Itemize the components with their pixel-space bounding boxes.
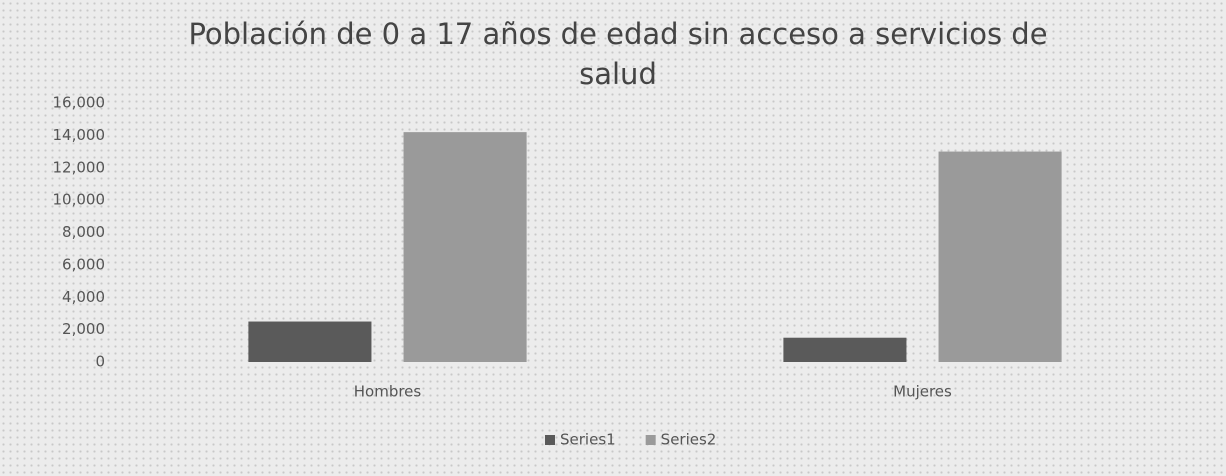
legend-swatch — [646, 435, 656, 445]
y-tick-label: 12,000 — [53, 158, 106, 176]
y-tick-label: 6,000 — [62, 255, 105, 273]
x-tick-label: Mujeres — [893, 383, 952, 401]
legend-swatch — [545, 435, 555, 445]
bar — [404, 132, 527, 362]
bar — [939, 152, 1062, 362]
y-tick-label: 10,000 — [53, 191, 106, 209]
page: Población de 0 a 17 años de edad sin acc… — [0, 0, 1226, 476]
y-tick-label: 14,000 — [53, 126, 106, 144]
x-tick-label: Hombres — [354, 383, 422, 401]
legend-label: Series1 — [560, 431, 616, 449]
legend-label: Series2 — [661, 431, 717, 449]
y-tick-label: 2,000 — [62, 320, 105, 338]
y-tick-label: 4,000 — [62, 288, 105, 306]
bar — [248, 322, 371, 362]
y-tick-label: 0 — [95, 353, 105, 371]
chart: 0 2,000 4,000 6,000 8,000 10,000 12,000 14,000 1… — [0, 0, 1226, 476]
y-tick-label: 8,000 — [62, 223, 105, 241]
bar — [783, 338, 906, 362]
y-tick-label: 16,000 — [53, 94, 106, 112]
